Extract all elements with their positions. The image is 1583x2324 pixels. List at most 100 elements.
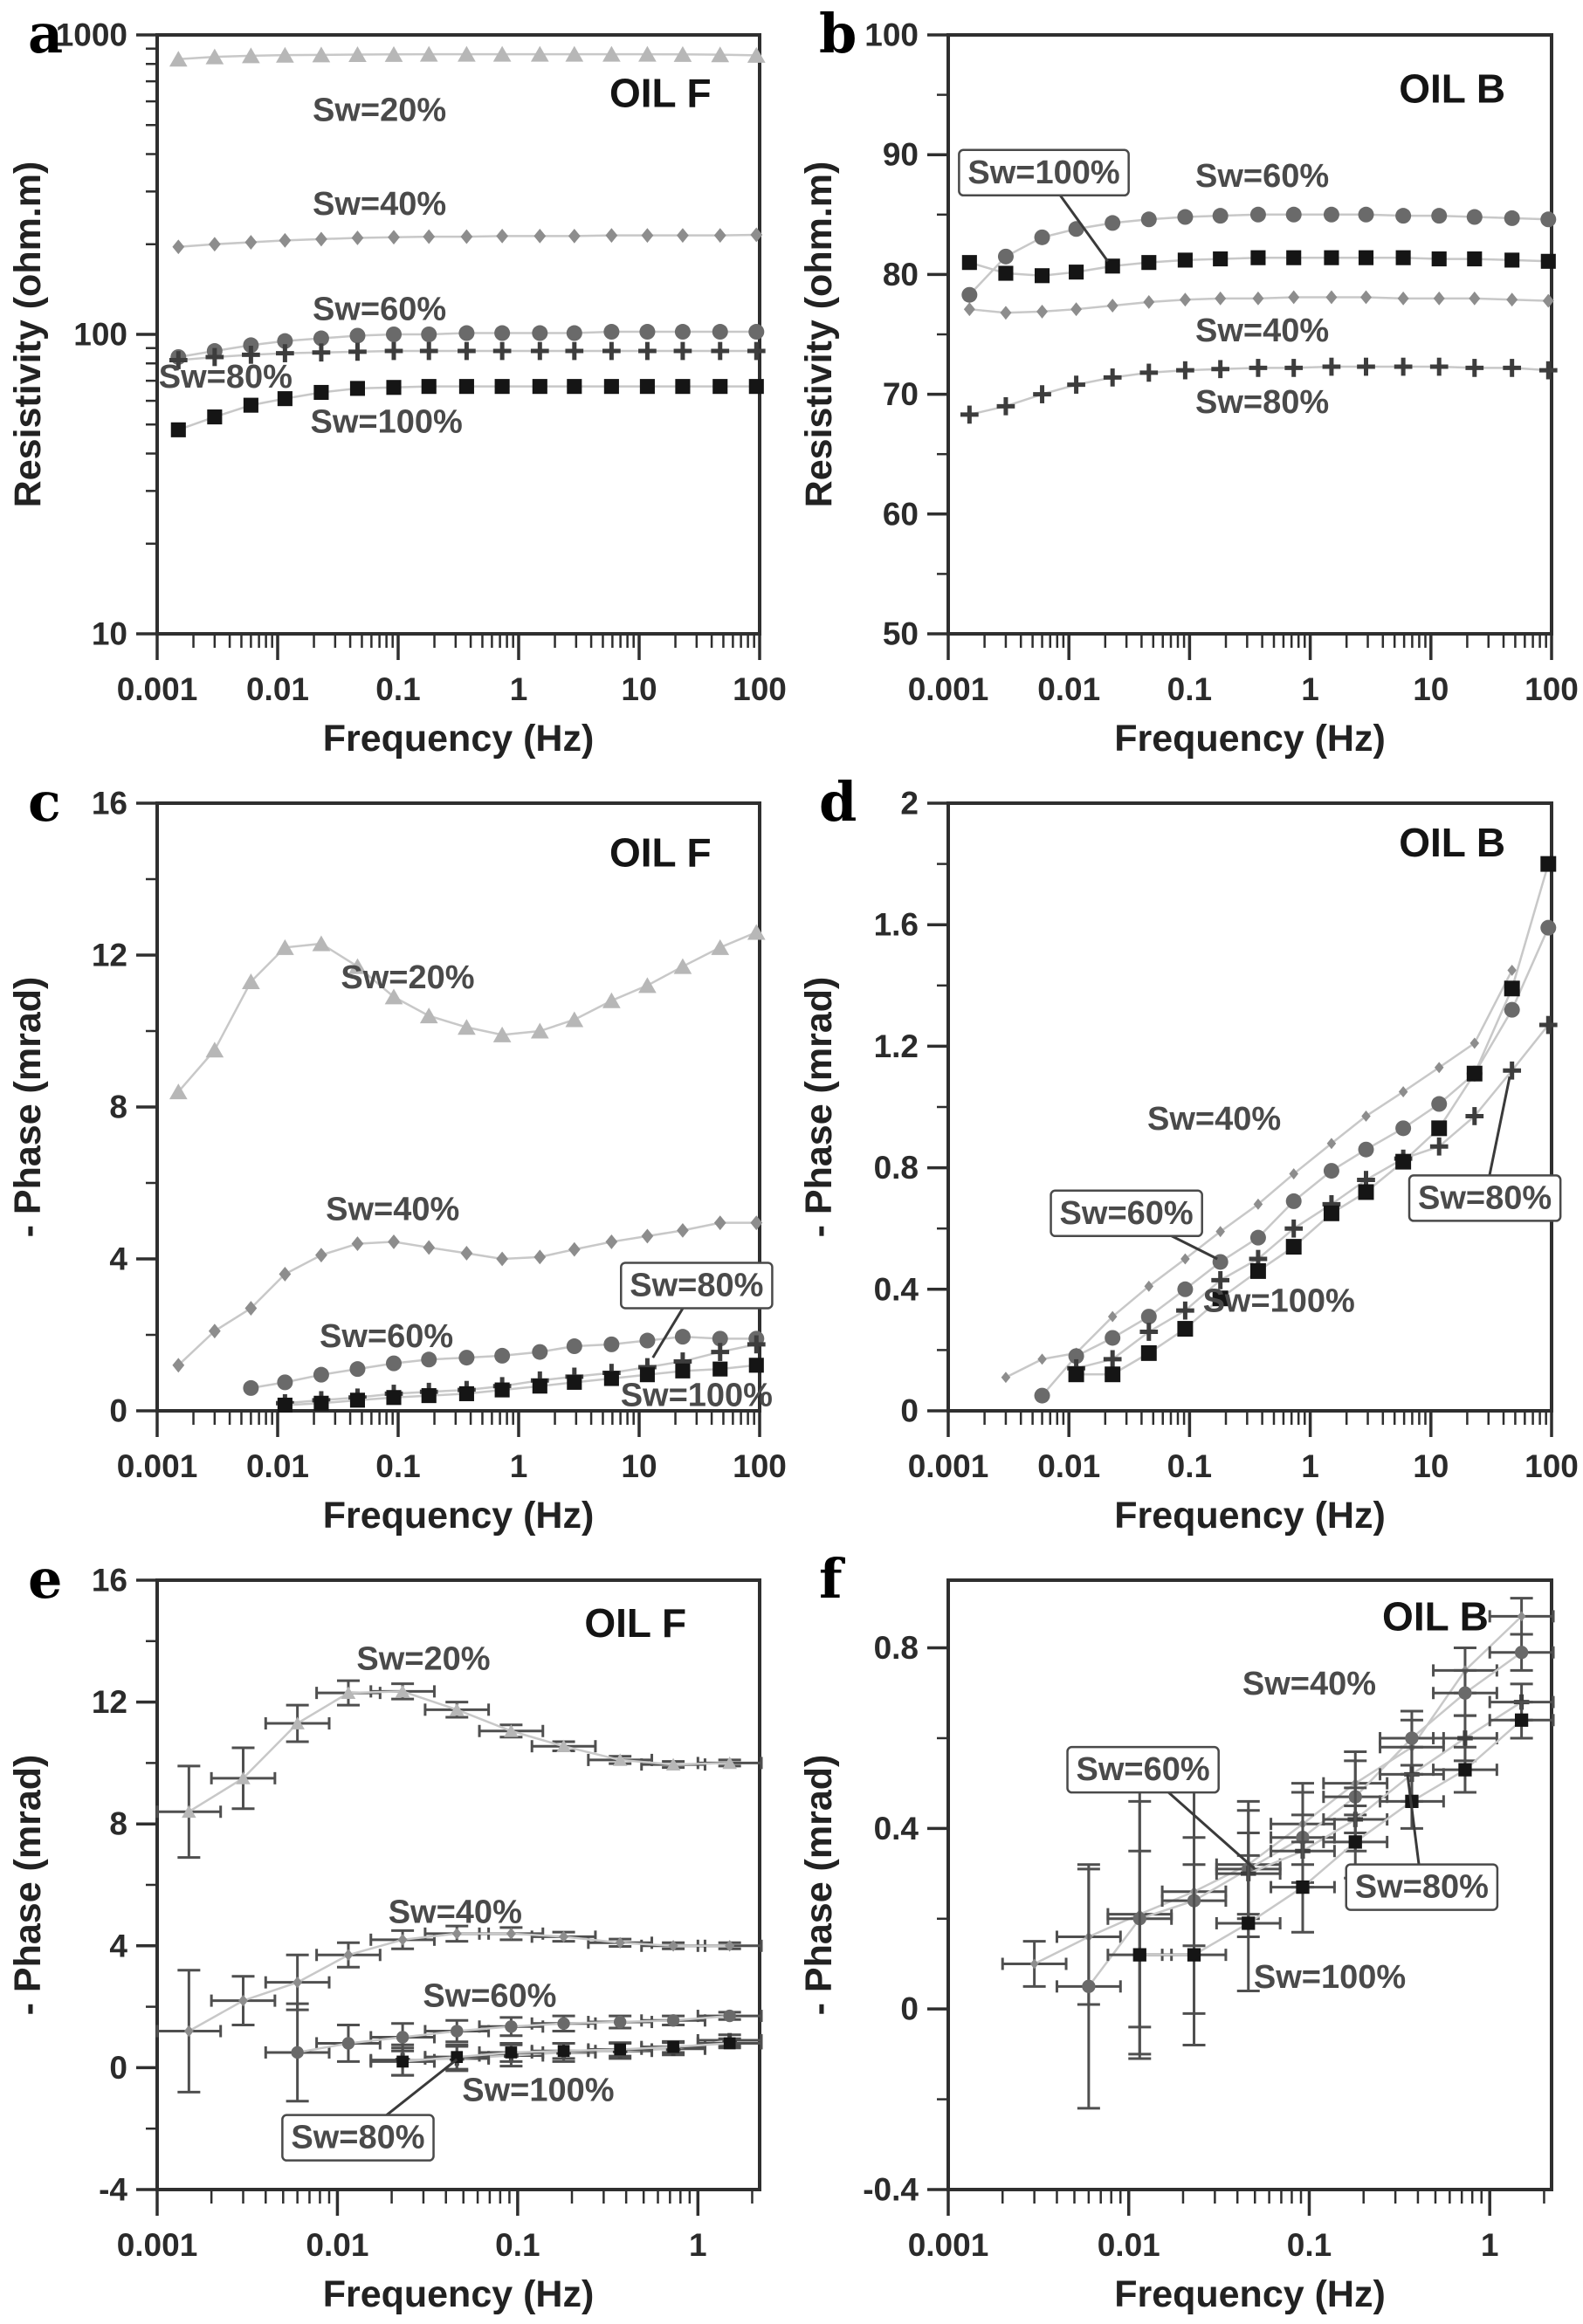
svg-text:Resistivity (ohm.m): Resistivity (ohm.m) [798, 162, 840, 508]
svg-text:Sw=20%: Sw=20% [341, 959, 474, 996]
svg-text:90: 90 [883, 137, 919, 173]
svg-text:0.01: 0.01 [246, 671, 309, 707]
svg-text:Resistivity (ohm.m): Resistivity (ohm.m) [7, 162, 49, 508]
svg-text:Sw=20%: Sw=20% [356, 1641, 490, 1678]
svg-text:0.1: 0.1 [1167, 671, 1212, 707]
svg-text:10: 10 [1413, 671, 1449, 707]
svg-text:Sw=40%: Sw=40% [1242, 1666, 1376, 1702]
svg-text:100: 100 [1524, 1448, 1579, 1484]
svg-text:1: 1 [510, 1448, 528, 1484]
panel-letter-b: b [819, 2, 857, 65]
svg-text:70: 70 [883, 376, 919, 412]
svg-text:Frequency (Hz): Frequency (Hz) [323, 2273, 595, 2315]
svg-text:10: 10 [1413, 1448, 1449, 1484]
svg-text:OIL B: OIL B [1399, 66, 1505, 112]
svg-text:0.001: 0.001 [117, 671, 198, 707]
svg-text:Sw=20%: Sw=20% [313, 92, 446, 128]
svg-text:1: 1 [1481, 2227, 1499, 2263]
svg-text:OIL F: OIL F [609, 830, 712, 876]
svg-text:0.01: 0.01 [306, 2227, 368, 2263]
svg-text:Frequency (Hz): Frequency (Hz) [323, 1495, 595, 1537]
panel-letter-f: f [819, 1547, 843, 1611]
svg-text:8: 8 [109, 1806, 127, 1842]
svg-text:0.01: 0.01 [1037, 1448, 1100, 1484]
svg-text:Sw=100%: Sw=100% [621, 1378, 773, 1414]
panel-d-chart: 0.001 0.01 0.1 1 10 100 0 0.4 0.8 1.2 1.6 2 Frequenc… [798, 786, 1579, 1537]
svg-text:60: 60 [883, 496, 919, 532]
panel-e-chart: 0.001 0.01 0.1 1 -4 0 4 8 12 16 Frequency (Hz) - Ph… [7, 1563, 763, 2315]
svg-text:- Phase (mrad): - Phase (mrad) [798, 1755, 840, 2016]
svg-text:1: 1 [689, 2227, 707, 2263]
svg-text:100: 100 [73, 317, 127, 353]
svg-text:Sw=100%: Sw=100% [310, 403, 462, 440]
svg-text:Sw=80%: Sw=80% [159, 359, 293, 395]
svg-text:- Phase (mrad): - Phase (mrad) [7, 977, 49, 1238]
svg-text:0: 0 [109, 2050, 127, 2086]
svg-text:1: 1 [1301, 671, 1319, 707]
svg-text:Sw=60%: Sw=60% [320, 1318, 453, 1355]
svg-text:0.1: 0.1 [375, 671, 420, 707]
svg-text:-0.4: -0.4 [863, 2172, 919, 2208]
panel-a: 0.001 0.01 0.1 1 10 100 10 100 1000 Frequency (Hz… [0, 0, 791, 768]
svg-text:4: 4 [109, 1928, 127, 1963]
svg-text:Sw=80%: Sw=80% [291, 2120, 424, 2156]
svg-text:Frequency (Hz): Frequency (Hz) [1114, 1495, 1386, 1537]
svg-text:0.001: 0.001 [908, 2227, 989, 2263]
svg-text:0.01: 0.01 [246, 1448, 309, 1484]
svg-text:Frequency (Hz): Frequency (Hz) [1114, 718, 1386, 760]
svg-text:0.001: 0.001 [908, 671, 989, 707]
svg-text:OIL B: OIL B [1399, 820, 1505, 865]
svg-text:Sw=40%: Sw=40% [1147, 1101, 1281, 1138]
svg-text:0.01: 0.01 [1037, 671, 1100, 707]
svg-text:1.2: 1.2 [874, 1028, 919, 1064]
svg-text:0.1: 0.1 [1167, 1448, 1212, 1484]
svg-text:0.001: 0.001 [908, 1448, 989, 1484]
svg-text:0.8: 0.8 [874, 1150, 919, 1186]
svg-text:100: 100 [733, 1448, 787, 1484]
svg-text:16: 16 [92, 1563, 127, 1599]
svg-text:12: 12 [92, 938, 127, 973]
svg-text:1.6: 1.6 [874, 907, 919, 943]
svg-text:8: 8 [109, 1090, 127, 1125]
svg-text:10: 10 [92, 616, 127, 652]
svg-text:Sw=40%: Sw=40% [389, 1894, 522, 1930]
svg-text:16: 16 [92, 786, 127, 822]
svg-text:0: 0 [900, 1991, 919, 2027]
svg-text:80: 80 [883, 257, 919, 292]
svg-text:Sw=40%: Sw=40% [313, 186, 446, 223]
panel-letter-d: d [819, 770, 857, 834]
svg-text:Sw=100%: Sw=100% [462, 2073, 614, 2109]
svg-text:50: 50 [883, 616, 919, 652]
svg-text:0.4: 0.4 [874, 1811, 919, 1846]
panel-letter-e: e [28, 1547, 63, 1611]
svg-text:100: 100 [864, 17, 919, 53]
svg-text:Sw=60%: Sw=60% [313, 292, 446, 328]
panel-e: 0.001 0.01 0.1 1 -4 0 4 8 12 16 Frequency (Hz) - Ph… [0, 1545, 791, 2324]
svg-text:Sw=40%: Sw=40% [326, 1191, 459, 1227]
svg-text:Sw=60%: Sw=60% [1060, 1195, 1194, 1232]
panel-a-chart: 0.001 0.01 0.1 1 10 100 10 100 1000 Frequency (Hz… [7, 17, 787, 760]
panel-b: 0.001 0.01 0.1 1 10 100 50 60 70 80 90 100 Frequency… [791, 0, 1583, 768]
svg-text:- Phase (mrad): - Phase (mrad) [7, 1755, 49, 2016]
panel-f: 0.001 0.01 0.1 1 -0.4 0 0.4 0.8 Frequency (Hz) - … [791, 1545, 1583, 2324]
svg-text:Sw=60%: Sw=60% [423, 1977, 556, 2014]
panel-b-chart: 0.001 0.01 0.1 1 10 100 50 60 70 80 90 100 Frequency… [798, 17, 1579, 760]
svg-text:1000: 1000 [56, 17, 127, 53]
svg-text:Sw=60%: Sw=60% [1195, 158, 1329, 195]
svg-text:10: 10 [621, 671, 657, 707]
svg-text:Frequency (Hz): Frequency (Hz) [323, 718, 595, 760]
svg-text:0.001: 0.001 [117, 2227, 198, 2263]
svg-text:12: 12 [92, 1684, 127, 1720]
svg-text:0.1: 0.1 [495, 2227, 540, 2263]
svg-text:1: 1 [1301, 1448, 1319, 1484]
svg-text:0.1: 0.1 [375, 1448, 420, 1484]
svg-text:Sw=100%: Sw=100% [1203, 1283, 1355, 1320]
svg-text:100: 100 [733, 671, 787, 707]
svg-text:Sw=60%: Sw=60% [1077, 1751, 1210, 1788]
svg-text:OIL F: OIL F [584, 1600, 686, 1646]
svg-text:0: 0 [109, 1393, 127, 1429]
svg-text:Sw=100%: Sw=100% [1254, 1959, 1406, 1996]
svg-text:10: 10 [621, 1448, 657, 1484]
svg-text:Frequency (Hz): Frequency (Hz) [1114, 2273, 1386, 2315]
